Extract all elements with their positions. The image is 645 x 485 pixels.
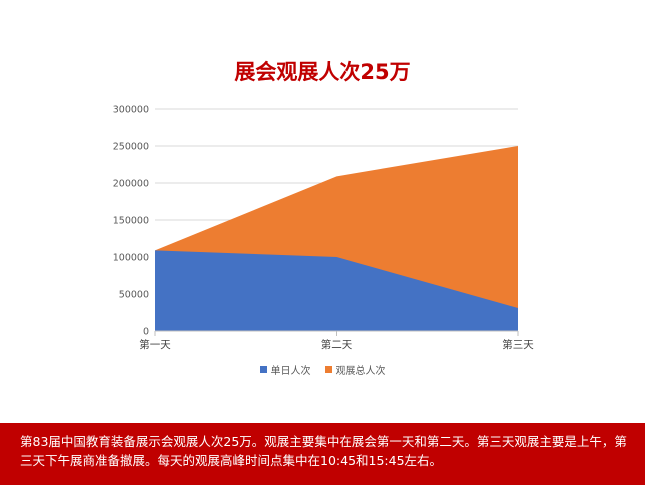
- area-series-0: [155, 250, 518, 331]
- summary-text: 第83届中国教育装备展示会观展人次25万。观展主要集中在展会第一天和第二天。第三…: [20, 434, 627, 468]
- y-tick-label: 150000: [113, 216, 149, 227]
- y-tick-label: 200000: [113, 179, 149, 190]
- x-tick-label: 第三天: [502, 338, 534, 351]
- legend-item-daily: 单日人次: [259, 362, 311, 377]
- x-tick-label: 第二天: [321, 338, 353, 351]
- y-tick-label: 300000: [113, 105, 149, 116]
- y-tick-label: 50000: [119, 290, 149, 301]
- y-tick-label: 100000: [113, 253, 149, 264]
- legend-swatch-daily: [259, 366, 267, 373]
- x-tick-label: 第一天: [139, 338, 171, 351]
- legend-label-daily: 单日人次: [270, 366, 311, 377]
- summary-banner: 第83届中国教育装备展示会观展人次25万。观展主要集中在展会第一天和第二天。第三…: [0, 423, 645, 485]
- chart-title: 展会观展人次25万: [234, 60, 411, 84]
- legend-item-total: 观展总人次: [324, 362, 386, 377]
- area-chart: 0 50000 100000 150000 200000 250000 300000 第一天 第…: [113, 105, 535, 352]
- legend-swatch-total: [324, 366, 332, 373]
- y-tick-label: 250000: [113, 142, 149, 153]
- y-tick-label: 0: [143, 327, 149, 338]
- chart-legend: 单日人次 观展总人次: [0, 362, 645, 377]
- legend-label-total: 观展总人次: [335, 366, 386, 377]
